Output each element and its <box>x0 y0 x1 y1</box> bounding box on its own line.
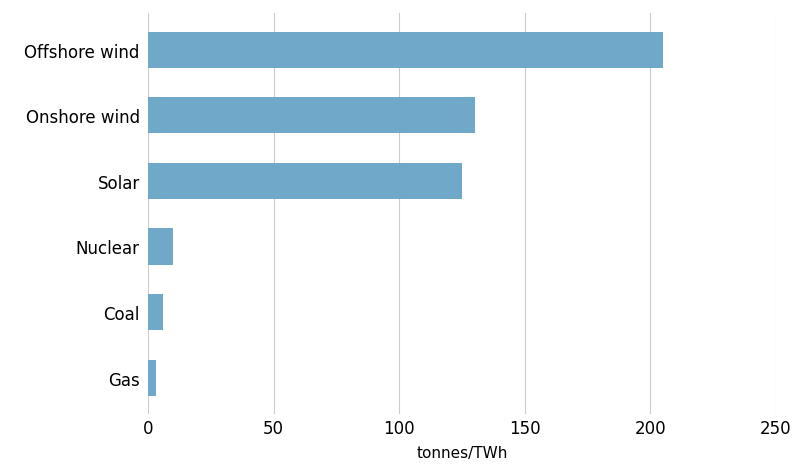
Bar <box>148 295 163 330</box>
Bar <box>148 32 663 69</box>
Bar <box>148 229 173 265</box>
Bar <box>148 98 474 134</box>
Bar <box>148 163 462 199</box>
Bar <box>148 360 155 396</box>
X-axis label: tonnes/TWh: tonnes/TWh <box>416 445 508 460</box>
